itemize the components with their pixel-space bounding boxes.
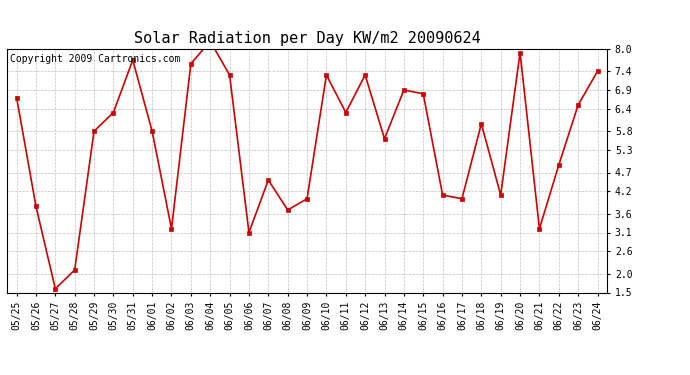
Title: Solar Radiation per Day KW/m2 20090624: Solar Radiation per Day KW/m2 20090624 (134, 31, 480, 46)
Text: Copyright 2009 Cartronics.com: Copyright 2009 Cartronics.com (10, 54, 180, 64)
